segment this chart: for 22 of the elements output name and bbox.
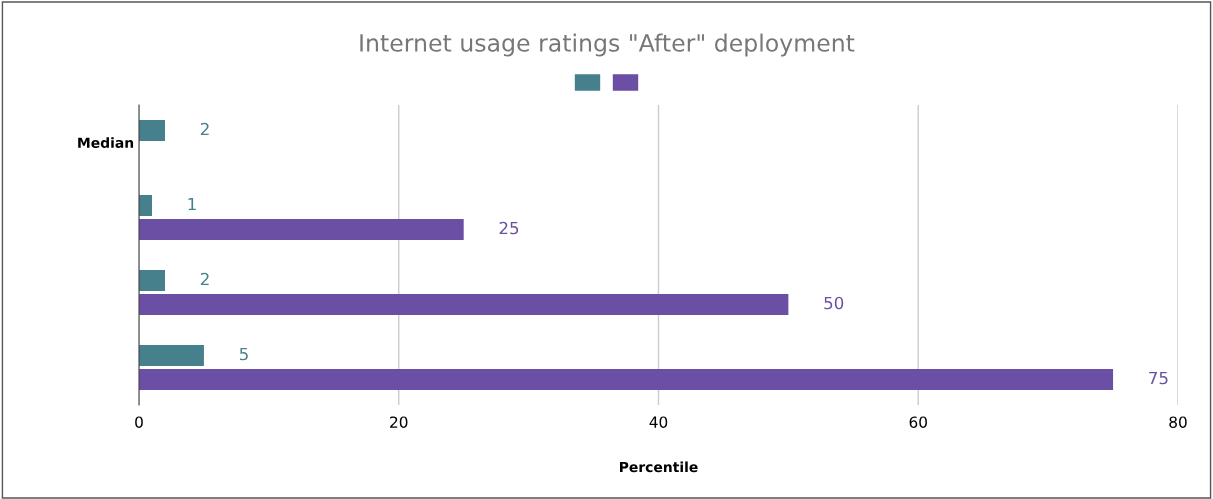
x-axis-title: Percentile xyxy=(619,461,698,473)
data-label: 2 xyxy=(200,122,209,136)
x-tick-label: 60 xyxy=(909,416,927,428)
bar xyxy=(139,270,165,291)
data-label: 1 xyxy=(188,197,196,211)
bar xyxy=(139,294,789,315)
x-tick-label: 0 xyxy=(135,416,143,428)
chart-title: Internet usage ratings "After" deployment xyxy=(360,33,855,57)
bar xyxy=(139,120,165,141)
x-tick-label: 40 xyxy=(649,416,668,428)
data-label: 2 xyxy=(200,272,209,286)
bar xyxy=(139,345,204,366)
bar xyxy=(139,219,464,240)
data-label: 75 xyxy=(1149,371,1168,385)
bar xyxy=(139,369,1114,390)
data-label: 5 xyxy=(239,347,248,361)
data-label: 50 xyxy=(824,296,844,310)
y-tick-label: Median xyxy=(78,137,134,148)
x-tick-label: 80 xyxy=(1169,416,1187,428)
bar xyxy=(139,195,152,216)
data-label: 25 xyxy=(499,221,519,235)
x-tick-label: 20 xyxy=(390,416,408,428)
